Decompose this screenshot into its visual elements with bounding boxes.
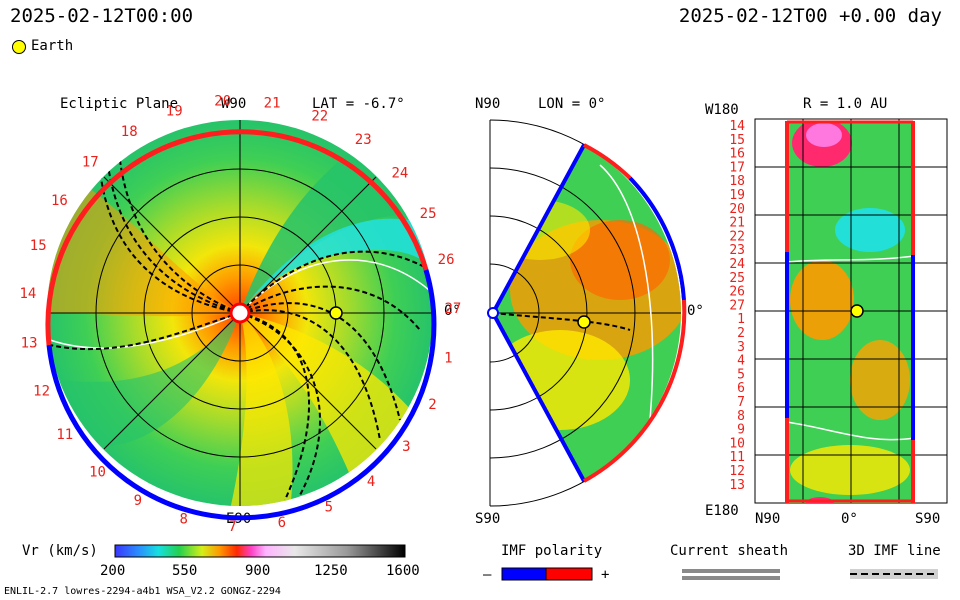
imf-polarity-title: IMF polarity: [501, 543, 603, 559]
sphere-y-tick: 23: [729, 243, 745, 258]
ecliptic-sector-label: 14: [19, 286, 36, 302]
sphere-y-tick: 26: [729, 285, 745, 300]
imf-3d-line-swatch: [850, 569, 938, 579]
sphere-y-tick: 12: [729, 464, 745, 479]
sphere-y-tick: 22: [729, 229, 745, 244]
ecliptic-sector-label: 4: [367, 474, 375, 490]
ecliptic-sector-label: 6: [278, 515, 286, 531]
sphere-y-tick: 2: [737, 326, 745, 341]
sphere-y-tick: 13: [729, 478, 745, 493]
ecliptic-right-label: 0°: [444, 303, 461, 319]
earth-label: Earth: [31, 38, 74, 54]
imf-negative-swatch: [501, 567, 547, 581]
sphere-y-tick: 5: [737, 367, 745, 382]
ecliptic-sector-label: 16: [51, 193, 68, 209]
ecliptic-sector-label: 1: [444, 350, 452, 366]
sphere-y-tick: 8: [737, 409, 745, 424]
ecliptic-sector-label: 26: [438, 252, 455, 268]
ecliptic-sector-label: 5: [325, 500, 333, 516]
meridional-bottom-label: S90: [475, 511, 501, 527]
ecliptic-sector-label: 24: [391, 165, 408, 181]
earth-marker-icon: [12, 40, 26, 54]
sphere-y-tick: 25: [729, 271, 745, 286]
ecliptic-sector-label: 18: [121, 124, 138, 140]
ecliptic-sector-label: 11: [56, 427, 73, 443]
ecliptic-sector-label: 19: [166, 103, 183, 119]
footer-model-info: ENLIL-2.7 lowres-2294-a4b1 WSA_V2.2 GONG…: [4, 586, 281, 597]
current-sheath-title: Current sheath: [670, 543, 789, 559]
ecliptic-sector-label: 10: [89, 464, 106, 480]
sphere-y-tick: 7: [737, 395, 745, 410]
meridional-right-label: 0°: [687, 303, 704, 319]
ecliptic-sector-label: 9: [134, 493, 142, 509]
sphere-y-tick: 11: [729, 450, 745, 465]
ecliptic-title: Ecliptic Plane: [60, 96, 179, 112]
meridional-panel: [487, 119, 687, 507]
meridional-earth-icon: [577, 315, 591, 329]
ecliptic-sector-label: 17: [82, 155, 99, 171]
imf-plus-label: +: [601, 567, 610, 583]
ecliptic-sector-label: 25: [420, 206, 437, 222]
sphere-earth-icon: [850, 304, 864, 318]
ecliptic-sector-label: 7: [228, 519, 236, 535]
sphere-y-tick: 21: [729, 216, 745, 231]
ecliptic-sector-label: 8: [179, 511, 187, 527]
sphere-y-tick: 24: [729, 257, 745, 272]
sphere-y-tick: 3: [737, 340, 745, 355]
datetime-right: 2025-02-12T00 +0.00 day: [678, 5, 942, 27]
ecliptic-lat-label: LAT = -6.7°: [312, 96, 405, 112]
meridional-top-label: N90: [475, 96, 501, 112]
meridional-lon-label: LON = 0°: [538, 96, 606, 112]
imf-positive-swatch: [545, 567, 593, 581]
colorbar-tick-1: 550: [172, 563, 198, 579]
sphere-bottom-left-label: E180: [705, 503, 739, 519]
sphere-panel: [754, 118, 948, 504]
colorbar: [114, 544, 406, 558]
sphere-y-tick: 27: [729, 298, 745, 313]
datetime-left: 2025-02-12T00:00: [10, 5, 194, 27]
ecliptic-sector-label: 20: [214, 94, 231, 110]
colorbar-label: Vr (km/s): [22, 543, 98, 559]
sphere-x-mid: 0°: [841, 511, 858, 527]
sphere-x-left: N90: [755, 511, 781, 527]
ecliptic-sector-label: 2: [428, 397, 436, 413]
sphere-y-tick: 17: [729, 160, 745, 175]
colorbar-tick-2: 900: [245, 563, 271, 579]
ecliptic-sector-label: 3: [402, 439, 410, 455]
sphere-y-tick: 19: [729, 188, 745, 203]
sphere-top-left-label: W180: [705, 102, 739, 118]
sphere-y-tick: 14: [729, 119, 745, 134]
sphere-y-tick: 1: [737, 312, 745, 327]
sphere-y-tick: 15: [729, 133, 745, 148]
ecliptic-sector-label: 12: [33, 384, 50, 400]
imf-minus-label: –: [483, 567, 492, 583]
ecliptic-sector-label: 21: [264, 95, 281, 111]
sphere-r-label: R = 1.0 AU: [803, 96, 888, 112]
ecliptic-sector-label: 27: [444, 301, 461, 317]
sphere-y-tick: 16: [729, 147, 745, 162]
ecliptic-top-label: W90: [221, 96, 247, 112]
ecliptic-sector-label: 15: [30, 238, 47, 254]
sphere-y-tick: 6: [737, 381, 745, 396]
sphere-y-tick: 9: [737, 423, 745, 438]
current-sheath-swatch: [682, 569, 780, 580]
colorbar-tick-0: 200: [100, 563, 126, 579]
sphere-y-tick: 18: [729, 174, 745, 189]
ecliptic-sector-label: 22: [311, 109, 328, 125]
ecliptic-panel: [45, 120, 437, 521]
sphere-y-tick-labels: 1415161718192021222324252627123456789101…: [729, 119, 745, 493]
ecliptic-earth-icon: [329, 306, 343, 320]
ecliptic-sector-label: 13: [21, 336, 38, 352]
colorbar-tick-3: 1250: [314, 563, 348, 579]
ecliptic-sector-label: 23: [355, 132, 372, 148]
sphere-y-tick: 20: [729, 202, 745, 217]
sphere-x-right: S90: [915, 511, 941, 527]
sphere-y-tick: 4: [737, 354, 745, 369]
imf-3d-line-title: 3D IMF line: [848, 543, 941, 559]
colorbar-tick-4: 1600: [386, 563, 420, 579]
sphere-y-tick: 10: [729, 436, 745, 451]
